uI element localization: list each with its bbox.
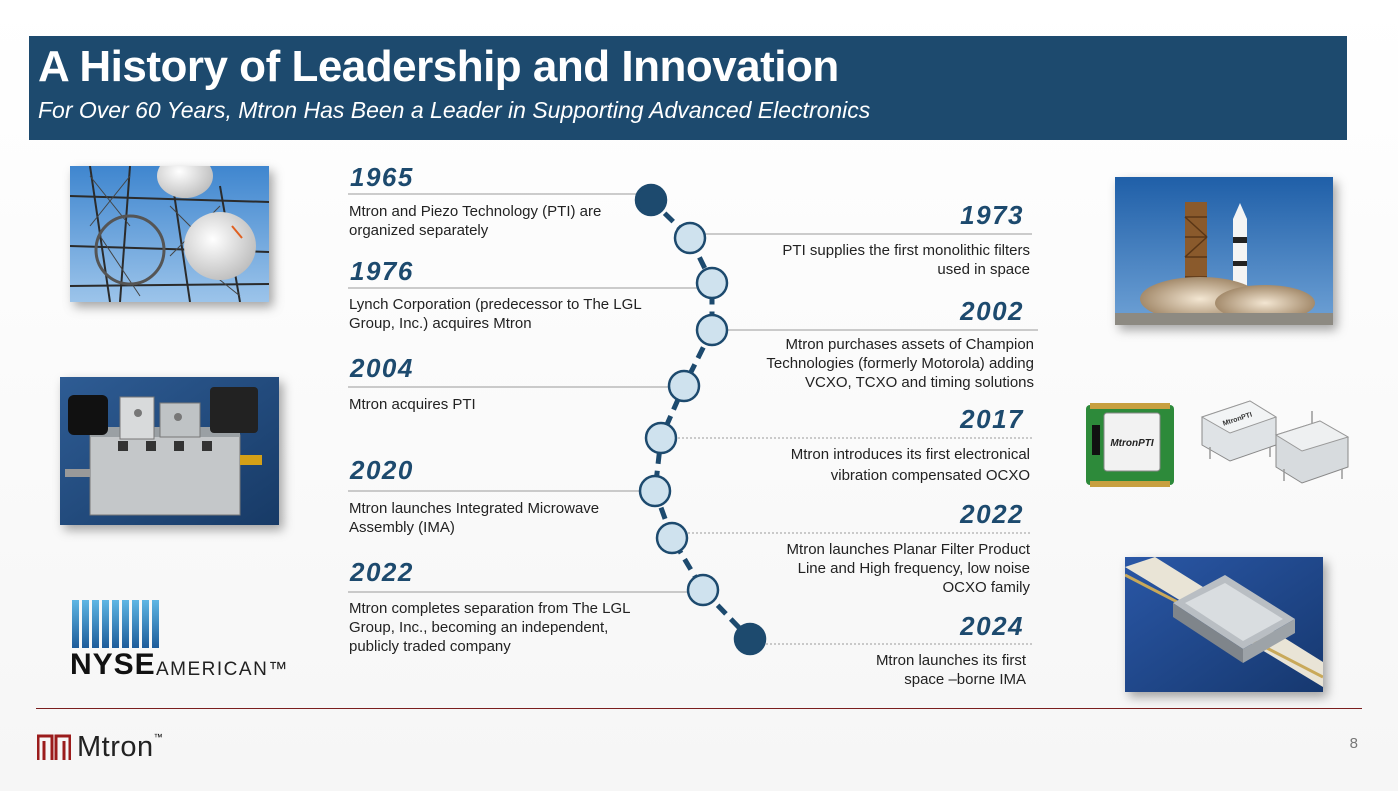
timeline-text: Lynch Corporation (predecessor to The LG… (349, 296, 642, 332)
timeline-node (695, 266, 729, 300)
timeline-node-end (733, 622, 767, 656)
timeline-node (667, 369, 701, 403)
nyse-bars-icon (72, 600, 159, 648)
timeline-year: 2020 (350, 455, 414, 485)
timeline-text: Mtron and Piezo Technology (PTI) are org… (349, 203, 602, 239)
timeline-text: Mtron acquires PTI (349, 396, 476, 413)
rocket-launch-photo (1115, 177, 1333, 325)
timeline-node (686, 573, 720, 607)
timeline-year: 2022 (960, 499, 1024, 529)
timeline-text: Mtron launches Planar Filter Product Lin… (786, 541, 1030, 596)
oscillator-products-photo: MtronPTI MtronPTI (1080, 395, 1350, 495)
timeline-node (655, 521, 689, 555)
timeline-text: Mtron introduces its first electronical … (790, 446, 1030, 484)
timeline-node (673, 221, 707, 255)
timeline-year: 1973 (960, 200, 1024, 230)
mtron-mark-icon (37, 734, 71, 760)
timeline-node-start (634, 183, 668, 217)
timeline-year: 1965 (350, 162, 414, 192)
timeline-text: Mtron launches Integrated Microwave Asse… (349, 500, 600, 536)
timeline-node (644, 421, 678, 455)
nyse-american-text: AMERICAN™ (156, 659, 289, 680)
timeline-year: 2022 (350, 557, 414, 587)
timeline-text: Mtron launches its first space –borne IM… (875, 652, 1026, 688)
page-subtitle: For Over 60 Years, Mtron Has Been a Lead… (38, 97, 871, 123)
brand-name: Mtron (77, 730, 154, 763)
footer-divider (36, 708, 1362, 709)
timeline-node (638, 474, 672, 508)
nyse-wordmark: NYSE (70, 648, 156, 681)
timeline-year: 2024 (960, 611, 1024, 641)
nyse-american-logo: NYSE AMERICAN™ (70, 600, 287, 681)
antenna-tower-photo (70, 166, 269, 302)
chip-label: MtronPTI (1110, 438, 1154, 449)
header-banner (29, 36, 1347, 140)
brand-trademark: ™ (153, 732, 163, 742)
page-number: 8 (1349, 735, 1358, 752)
mtron-logo: Mtron ™ (37, 730, 163, 764)
microwave-assembly-photo (60, 377, 279, 525)
timeline-path (649, 198, 752, 641)
page-title: A History of Leadership and Innovation (38, 42, 839, 91)
timeline-text: PTI supplies the first monolithic filter… (782, 242, 1030, 278)
timeline-year: 1976 (350, 256, 414, 286)
timeline-year: 2017 (960, 404, 1024, 434)
timeline-year: 2004 (350, 353, 414, 383)
timeline-node (695, 313, 729, 347)
timeline-text: Mtron completes separation from The LGL … (349, 600, 630, 655)
timeline-year: 2002 (960, 296, 1024, 326)
timeline-text: Mtron purchases assets of Champion Techn… (766, 336, 1034, 391)
space-ima-photo (1125, 557, 1323, 692)
